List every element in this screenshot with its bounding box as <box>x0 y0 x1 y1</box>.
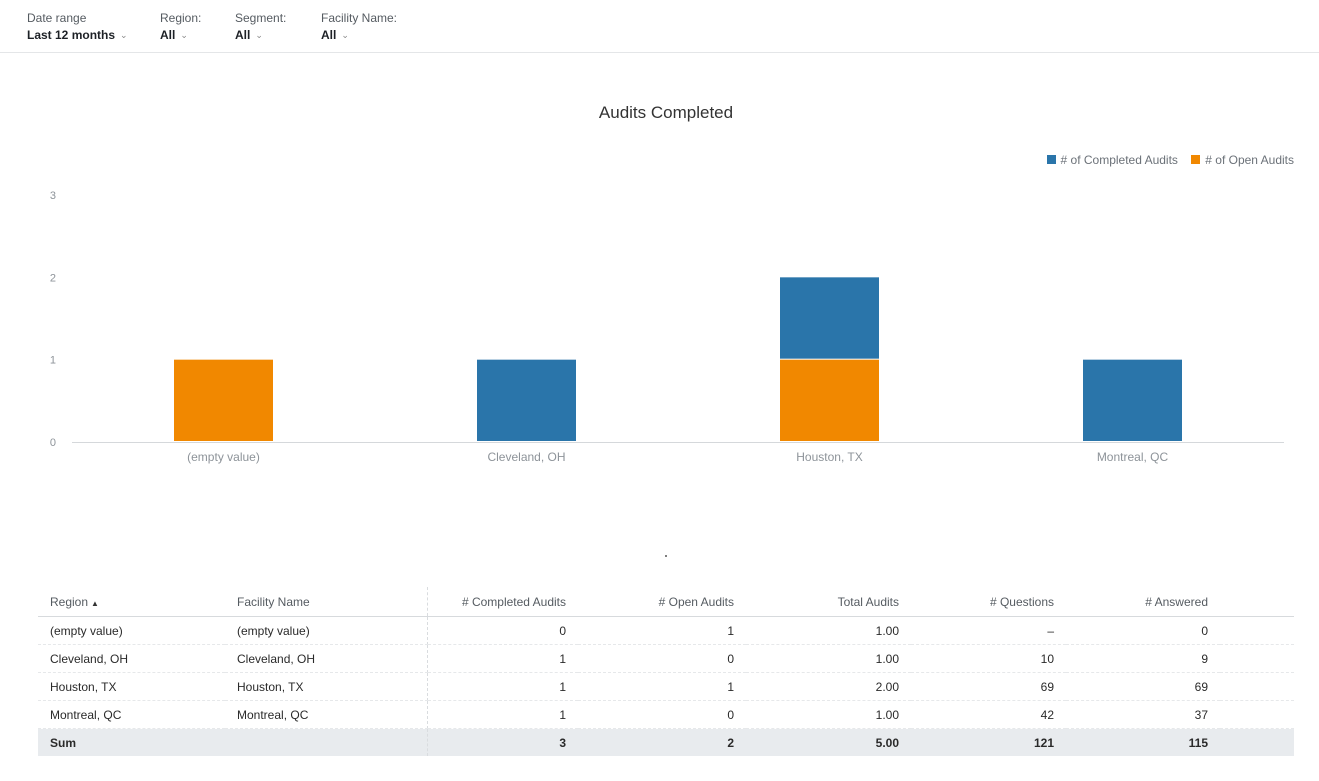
cell-questions: 10 <box>911 644 1066 673</box>
bar-segment[interactable] <box>780 277 879 359</box>
cell-answered: 69 <box>1066 672 1220 701</box>
y-tick-label: 2 <box>50 272 56 284</box>
filter-label: Segment: <box>235 11 287 25</box>
legend-swatch <box>1046 155 1056 164</box>
filter-bar: Date range Last 12 months ⌄ Region: All ⌄ … <box>0 0 1319 53</box>
x-tick-label: Houston, TX <box>796 450 862 464</box>
cell-completed-audits: 1 <box>427 700 578 729</box>
column-header-completed-audits[interactable]: # Completed Audits <box>427 587 578 617</box>
cell-answered: 0 <box>1066 616 1220 645</box>
cell-total-audits: 1.00 <box>746 644 911 673</box>
cell-answered: 9 <box>1066 644 1220 673</box>
cell-sum-total-audits: 5.00 <box>746 728 911 756</box>
chevron-down-icon: ⌄ <box>180 30 188 40</box>
cell-total-audits: 1.00 <box>746 700 911 729</box>
x-tick-label: Cleveland, OH <box>487 450 565 464</box>
bar-segment[interactable] <box>780 359 879 441</box>
column-header-questions[interactable]: # Questions <box>911 587 1066 617</box>
chevron-down-icon: ⌄ <box>341 30 349 40</box>
legend-item-completed[interactable]: # of Completed Audits <box>1046 153 1178 167</box>
bar-segment[interactable] <box>174 359 273 441</box>
filter-label: Region: <box>160 11 202 25</box>
table-row: Montreal, QC Montreal, QC 1 0 1.00 42 37 <box>38 700 1294 729</box>
filter-value: Last 12 months <box>27 28 116 42</box>
filter-label: Date range <box>27 11 87 25</box>
cell-sum-facility <box>225 728 428 756</box>
bar-segment[interactable] <box>1083 359 1182 441</box>
filter-date-range[interactable]: Date range Last 12 months ⌄ <box>27 11 128 43</box>
cell-sum-completed-audits: 3 <box>427 728 578 756</box>
cell-sum-questions: 121 <box>911 728 1066 756</box>
cell-filler <box>1220 728 1294 756</box>
table-row: (empty value) (empty value) 0 1 1.00 – 0 <box>38 616 1294 645</box>
bar-segment[interactable] <box>477 359 576 441</box>
cell-filler <box>1220 672 1294 701</box>
cell-facility-name: (empty value) <box>225 616 428 645</box>
cell-facility-name: Houston, TX <box>225 672 428 701</box>
cell-open-audits: 1 <box>578 672 746 701</box>
filter-value: All <box>321 28 337 42</box>
chart-title: Audits Completed <box>598 103 734 122</box>
cell-questions: 69 <box>911 672 1066 701</box>
audits-table: Region ▲ Facility Name # Completed Audits… <box>38 587 1294 756</box>
x-tick-label: (empty value) <box>187 450 260 464</box>
column-filler <box>1220 587 1294 617</box>
chevron-down-icon: ⌄ <box>255 30 263 40</box>
table-sum-row: Sum 3 2 5.00 121 115 <box>38 728 1294 756</box>
cell-completed-audits: 1 <box>427 644 578 673</box>
column-header-region[interactable]: Region ▲ <box>38 587 225 617</box>
cell-questions: – <box>911 616 1066 645</box>
cell-filler <box>1220 700 1294 729</box>
cell-open-audits: 0 <box>578 700 746 729</box>
cell-region: (empty value) <box>38 616 225 645</box>
cell-total-audits: 1.00 <box>746 616 911 645</box>
y-tick-label: 1 <box>50 355 56 367</box>
cell-filler <box>1220 616 1294 645</box>
chart-legend: # of Completed Audits # of Open Audits <box>1037 153 1294 167</box>
filter-value: All <box>235 28 251 42</box>
filter-region[interactable]: Region: All ⌄ <box>160 11 201 43</box>
cell-completed-audits: 1 <box>427 672 578 701</box>
cell-completed-audits: 0 <box>427 616 578 645</box>
cell-facility-name: Cleveland, OH <box>225 644 428 673</box>
column-header-answered[interactable]: # Answered <box>1066 587 1220 617</box>
cell-region: Houston, TX <box>38 672 225 701</box>
legend-label: # of Completed Audits <box>1060 153 1178 167</box>
table-row: Cleveland, OH Cleveland, OH 1 0 1.00 10 … <box>38 644 1294 673</box>
filter-facility-name[interactable]: Facility Name: All ⌄ <box>321 11 397 43</box>
cell-sum-open-audits: 2 <box>578 728 746 756</box>
filter-label: Facility Name: <box>321 11 398 25</box>
column-header-total-audits[interactable]: Total Audits <box>746 587 911 617</box>
legend-label: # of Open Audits <box>1205 153 1294 167</box>
legend-swatch <box>1191 155 1201 164</box>
bar-chart: 0 1 2 3 (empty value) Cleveland, OH Houston, T… <box>50 190 1284 464</box>
cell-sum-answered: 115 <box>1066 728 1220 756</box>
cell-facility-name: Montreal, QC <box>225 700 428 729</box>
column-header-open-audits[interactable]: # Open Audits <box>578 587 746 617</box>
cell-answered: 37 <box>1066 700 1220 729</box>
separator-dot <box>665 555 667 557</box>
table-header-row: Region ▲ Facility Name # Completed Audits… <box>38 587 1294 617</box>
cell-sum-label: Sum <box>38 728 225 756</box>
cell-region: Cleveland, OH <box>38 644 225 673</box>
y-tick-label: 0 <box>50 437 56 449</box>
y-tick-label: 3 <box>50 190 56 202</box>
cell-total-audits: 2.00 <box>746 672 911 701</box>
cell-filler <box>1220 644 1294 673</box>
legend-item-open[interactable]: # of Open Audits <box>1191 153 1294 167</box>
table-row: Houston, TX Houston, TX 1 1 2.00 69 69 <box>38 672 1294 701</box>
x-tick-label: Montreal, QC <box>1097 450 1169 464</box>
cell-region: Montreal, QC <box>38 700 225 729</box>
cell-open-audits: 0 <box>578 644 746 673</box>
cell-open-audits: 1 <box>578 616 746 645</box>
cell-questions: 42 <box>911 700 1066 729</box>
filter-segment[interactable]: Segment: All ⌄ <box>235 11 286 43</box>
chevron-down-icon: ⌄ <box>120 30 128 40</box>
sort-ascending-icon: ▲ <box>91 598 99 608</box>
filter-value: All <box>160 28 176 42</box>
column-header-facility-name[interactable]: Facility Name <box>225 587 428 617</box>
